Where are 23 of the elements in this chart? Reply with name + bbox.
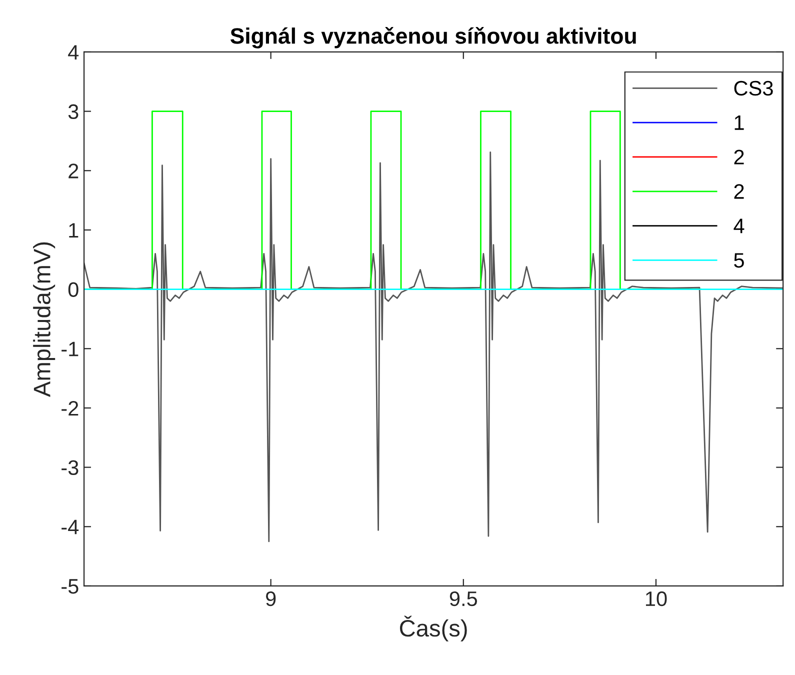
y-tick-label: -4 <box>62 520 79 534</box>
x-axis-title: Čas(s) <box>400 616 467 642</box>
y-tick-label: 0 <box>68 282 78 298</box>
y-tick-label: 1 <box>69 223 78 238</box>
x-tick-label: 9.5 <box>450 591 478 606</box>
chart-title: Signál s vyznačenou síňovou aktivitou <box>230 27 636 48</box>
legend-label: 5 <box>734 253 744 268</box>
line-series <box>84 152 784 542</box>
legend-label: 4 <box>734 218 744 234</box>
legend-label: CS3 <box>734 80 773 96</box>
y-tick-label: 3 <box>68 104 78 120</box>
y-tick-label: 2 <box>68 164 78 178</box>
x-tick-label: 10 <box>646 591 667 606</box>
y-tick-label: -2 <box>62 400 78 416</box>
y-tick-label: 4 <box>68 45 79 60</box>
legend-label: 2 <box>734 150 744 164</box>
y-axis-title: Amplituda(mV) <box>33 242 56 397</box>
legend-label: 1 <box>734 116 744 130</box>
x-tick-label: 9 <box>266 591 276 606</box>
legend-label: 2 <box>734 184 744 199</box>
y-tick-label: -1 <box>62 342 78 356</box>
y-tick-label: -5 <box>62 579 78 594</box>
y-tick-label: -3 <box>62 460 78 476</box>
